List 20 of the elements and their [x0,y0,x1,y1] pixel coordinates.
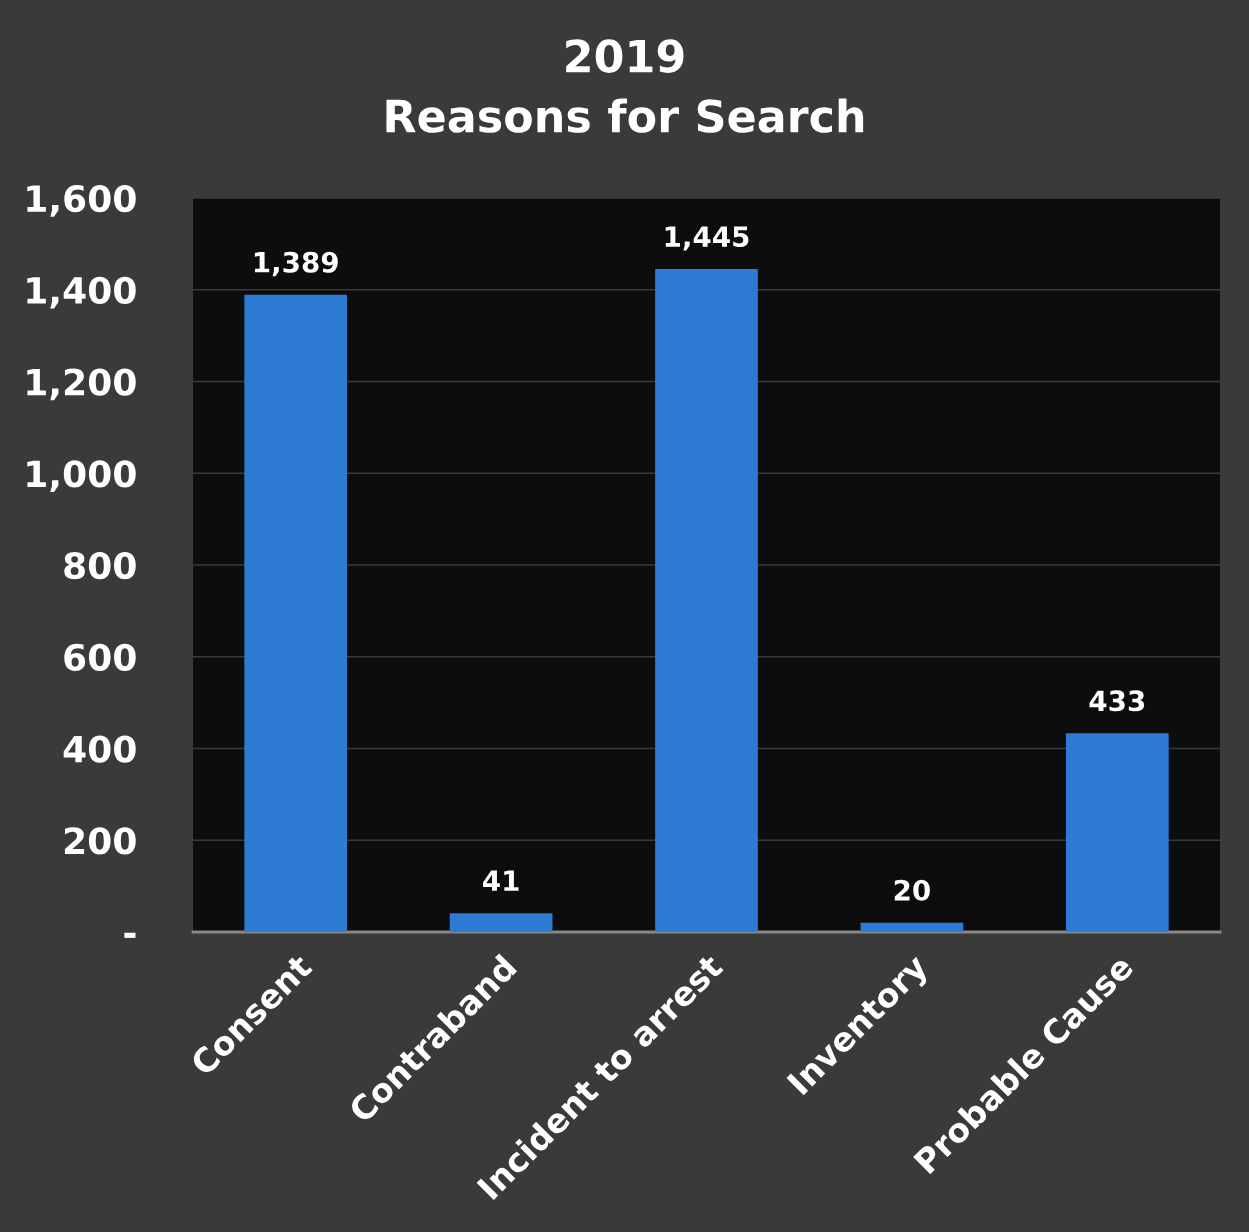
data-label: 41 [483,870,519,891]
y-tick-label: 1,200 [27,368,136,401]
y-tick-label: 200 [64,827,136,855]
bar [655,269,758,932]
y-tick-label: - [124,932,136,938]
data-label: 1,445 [665,226,749,251]
y-tick-label: 400 [63,735,136,763]
chart-title: 2019 Reasons for Search [386,39,864,133]
y-tick-label: 600 [64,643,136,671]
y-tick-label: 1,600 [27,184,136,217]
data-label: 20 [894,879,930,901]
bar [244,294,348,932]
data-label: 1,389 [254,251,338,277]
bar [860,922,964,932]
y-tick-label: 1,400 [27,276,136,309]
y-tick-label: 800 [64,551,136,580]
y-tick-label: 1,000 [27,460,136,493]
bar [1065,733,1169,932]
data-label: 433 [1089,690,1145,712]
bar [449,913,553,932]
